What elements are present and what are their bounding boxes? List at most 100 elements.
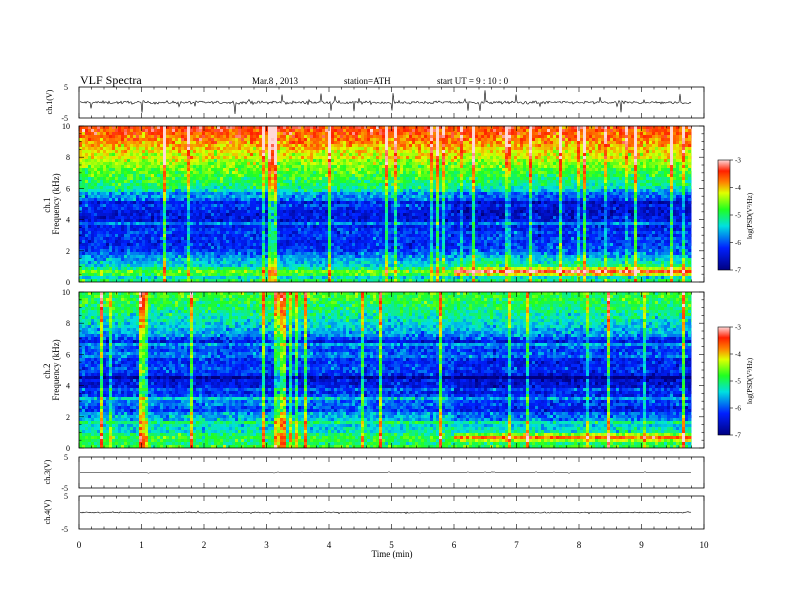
spectrogram-cell [520, 129, 523, 132]
spectrogram-cell [466, 132, 469, 135]
spectrogram-cell [88, 126, 91, 129]
spectrogram-cell [340, 138, 343, 141]
spectrogram-cell [142, 132, 145, 135]
spectrogram-cell [226, 153, 229, 156]
spectrogram-cell [472, 132, 475, 135]
spectrogram-cell [520, 144, 523, 147]
spectrogram-cell [322, 135, 325, 138]
spectrogram-cell [592, 150, 595, 153]
spectrogram-cell [283, 144, 286, 147]
spectrogram-cell [547, 150, 550, 153]
figure-title: VLF Spectra [80, 73, 142, 87]
spectrogram-cell [358, 138, 361, 141]
spectrogram-cell [289, 132, 292, 135]
spectrogram-cell [622, 147, 625, 150]
spectrogram-cell [217, 132, 220, 135]
spectrogram-cell [241, 129, 244, 132]
spectrogram-cell [499, 147, 502, 150]
spectrogram-cell [349, 144, 352, 147]
spectrogram-cell [628, 147, 631, 150]
spectrogram-cell [598, 153, 601, 156]
spectrogram-cell [409, 147, 412, 150]
spectrogram-cell [220, 138, 223, 141]
spectrogram-cell [331, 132, 334, 135]
spectrogram-cell [544, 135, 547, 138]
spectrogram-cell [430, 153, 433, 156]
spectrogram-cell [118, 138, 121, 141]
spectrogram-cell [613, 141, 616, 144]
spectrogram-cell [118, 150, 121, 153]
spectrogram-cell [487, 138, 490, 141]
spectrogram-cell [136, 150, 139, 153]
spectrogram-cell [532, 150, 535, 153]
spectrogram-cell [403, 141, 406, 144]
spectrogram-cell [286, 153, 289, 156]
spectrogram-cell [97, 138, 100, 141]
spectrogram-cell [199, 153, 202, 156]
spectrogram-cell [445, 138, 448, 141]
spectrogram-cell [664, 135, 667, 138]
spectrogram-cell [547, 141, 550, 144]
spectrogram-cell [277, 153, 280, 156]
spectrogram-cell [196, 144, 199, 147]
spectrogram-cell [583, 147, 586, 150]
spectrogram-cell [340, 156, 343, 159]
spectrogram-cell [691, 129, 692, 132]
spectrogram-cell [577, 147, 580, 150]
spectrogram-cell [595, 132, 598, 135]
spectrogram-cell [610, 135, 613, 138]
spectrogram-cell [415, 141, 418, 144]
spectrogram-cell [646, 126, 649, 129]
spectrogram-cell [79, 135, 82, 138]
spectrogram-cell [304, 129, 307, 132]
spectrogram-cell [199, 150, 202, 153]
spectrogram-cell [160, 135, 163, 138]
spectrogram-cell [667, 138, 670, 141]
spectrogram-cell [409, 135, 412, 138]
spectrogram-cell [283, 126, 286, 129]
spectrogram-cell [208, 126, 211, 129]
spectrogram-cell [481, 135, 484, 138]
spectrogram-cell [499, 132, 502, 135]
spectrogram-cell [382, 141, 385, 144]
spectrogram-cell [169, 144, 172, 147]
spectrogram-cell [121, 141, 124, 144]
spectrogram-cell [691, 141, 692, 144]
spectrogram-cell [106, 156, 109, 159]
spectrogram-cell [649, 144, 652, 147]
spectrogram-cell [457, 129, 460, 132]
spectrogram-cell [634, 126, 637, 129]
spectrogram-cell [508, 144, 511, 147]
spectrogram-cell [340, 147, 343, 150]
spectrogram-cell [433, 135, 436, 138]
spectrogram-cell [574, 126, 577, 129]
spectrogram-cell [478, 126, 481, 129]
spectrogram-cell [526, 147, 529, 150]
spectrogram-cell [301, 141, 304, 144]
spectrogram-cell [313, 150, 316, 153]
spectrogram-cell [565, 129, 568, 132]
spectrogram-cell [145, 156, 148, 159]
spectrogram-cell [247, 135, 250, 138]
spectrogram-cell [514, 132, 517, 135]
spectrogram-cell [223, 129, 226, 132]
spectrogram-cell [460, 141, 463, 144]
spectrogram-cell [187, 132, 190, 135]
spectrogram-cell [112, 150, 115, 153]
spectrogram-cell [364, 138, 367, 141]
spectrogram-cell [622, 126, 625, 129]
spectrogram-cell [631, 147, 634, 150]
spectrogram-cell [82, 141, 85, 144]
spectrogram-cell [259, 129, 262, 132]
spectrogram-cell [379, 144, 382, 147]
spectrogram-cell [244, 138, 247, 141]
spectrogram-cell [124, 135, 127, 138]
spectrogram-cell [616, 150, 619, 153]
spectrogram-cell [652, 135, 655, 138]
spectrogram-cell [649, 141, 652, 144]
spectrogram-cell [412, 153, 415, 156]
spectrogram-cell [220, 147, 223, 150]
spectrogram-cell [385, 138, 388, 141]
spectrogram-cell [598, 138, 601, 141]
spectrogram-cell [388, 132, 391, 135]
